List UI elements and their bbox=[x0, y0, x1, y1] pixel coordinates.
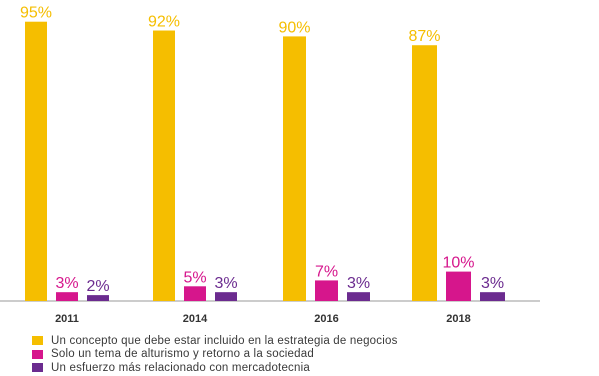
value-label-tema-2018: 10% bbox=[442, 255, 474, 272]
bar-esfuerzo-2014 bbox=[215, 292, 237, 301]
value-label-concepto-2016: 90% bbox=[278, 19, 310, 36]
bar-esfuerzo-2011 bbox=[87, 295, 109, 301]
x-tick-labels-group: 2011 2014 2016 2018 bbox=[55, 313, 471, 325]
bar-tema-2014 bbox=[184, 286, 206, 301]
bar-concepto-2011 bbox=[25, 21, 47, 301]
value-label-tema-2016: 7% bbox=[315, 263, 338, 280]
legend-label: Un esfuerzo más relacionado con mercadot… bbox=[51, 361, 310, 374]
value-label-tema-2014: 5% bbox=[183, 269, 206, 286]
legend-item-esfuerzo: Un esfuerzo más relacionado con mercadot… bbox=[32, 361, 398, 375]
value-labels-group: 95% 3% 2% 92% 5% 3% 90% 7% 3% 87% 10% 3% bbox=[20, 5, 504, 295]
value-label-concepto-2014: 92% bbox=[148, 14, 180, 31]
value-label-esfuerzo-2018: 3% bbox=[481, 275, 504, 292]
value-label-concepto-2018: 87% bbox=[408, 28, 440, 45]
value-label-concepto-2011: 95% bbox=[20, 5, 52, 22]
bar-tema-2018 bbox=[446, 271, 471, 301]
legend-swatch bbox=[32, 349, 43, 359]
bar-tema-2011 bbox=[56, 292, 78, 301]
bar-concepto-2016 bbox=[283, 36, 306, 302]
value-label-tema-2011: 3% bbox=[55, 275, 78, 292]
bar-concepto-2014 bbox=[153, 30, 175, 302]
bar-concepto-2018 bbox=[412, 45, 437, 301]
bar-esfuerzo-2018 bbox=[480, 292, 505, 301]
x-tick-label-2014: 2014 bbox=[183, 313, 208, 325]
x-tick-label-2016: 2016 bbox=[314, 313, 338, 325]
legend-item-concepto: Un concepto que debe estar incluido en l… bbox=[32, 334, 398, 348]
legend-swatch bbox=[32, 363, 43, 373]
value-label-esfuerzo-2014: 3% bbox=[214, 275, 237, 292]
bars-group bbox=[25, 21, 505, 302]
bar-esfuerzo-2016 bbox=[347, 292, 370, 301]
legend-label: Solo un tema de alturismo y retorno a la… bbox=[51, 348, 314, 361]
bar-tema-2016 bbox=[315, 280, 338, 301]
x-tick-label-2018: 2018 bbox=[446, 313, 470, 325]
legend-label: Un concepto que debe estar incluido en l… bbox=[51, 334, 398, 347]
legend-swatch bbox=[32, 336, 43, 346]
legend: Un concepto que debe estar incluido en l… bbox=[32, 334, 398, 375]
legend-item-tema: Solo un tema de alturismo y retorno a la… bbox=[32, 348, 398, 362]
value-label-esfuerzo-2011: 2% bbox=[86, 278, 109, 295]
value-label-esfuerzo-2016: 3% bbox=[347, 275, 370, 292]
x-tick-label-2011: 2011 bbox=[55, 313, 79, 325]
